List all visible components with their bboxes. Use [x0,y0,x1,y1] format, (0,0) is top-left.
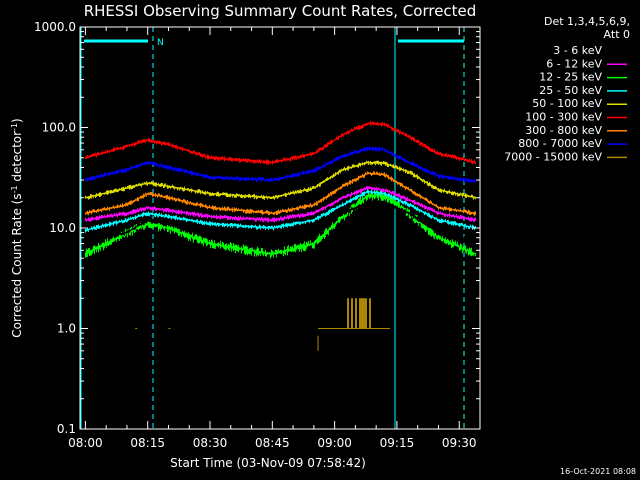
legend-label-6: 300 - 800 keV [525,124,602,137]
series-3 [84,189,476,233]
x-tick-label-5: 09:15 [380,436,415,450]
y-axis-label-end: ) [10,118,24,123]
x-tick-label-2: 08:30 [193,436,228,450]
legend-label-4: 50 - 100 keV [532,97,602,110]
series-line-4 [85,161,476,199]
series-line-6 [85,172,476,215]
x-tick-label-1: 08:15 [130,436,165,450]
series-1 [84,186,476,223]
y-tick-label-3: 100.0 [42,121,76,135]
series-line-3 [85,190,476,231]
legend-header-line1: Det 1,3,4,5,6,9, [544,15,630,28]
series-6 [84,171,476,216]
series-band-5 [84,121,476,165]
x-tick-label-3: 08:45 [255,436,290,450]
y-axis-label-sup2: -1 [10,123,19,131]
legend-label-5: 100 - 300 keV [525,111,602,124]
legend-header-line2: Att 0 [604,28,630,41]
series-5 [84,121,476,165]
legend-label-1: 6 - 12 keV [546,57,602,70]
y-axis: 0.1 1.0 10.0 100.0 1000.0 [34,20,480,436]
y-tick-label-4: 1000.0 [34,20,76,34]
series-line-1 [85,187,476,221]
x-tick-label-0: 08:00 [68,436,103,450]
y-tick-label-0: 0.1 [57,422,76,436]
y-axis-label-main: Corrected Count Rate (s [10,193,24,337]
x-tick-label-6: 09:30 [442,436,477,450]
series-line-0 [85,201,476,245]
legend-label-7: 800 - 7000 keV [518,137,602,150]
series-4 [84,160,476,200]
timestamp: 16-Oct-2021 08:08 [560,467,636,476]
y-axis-label: Corrected Count Rate (s-1 detector-1) [10,118,24,337]
series-line-2 [85,194,477,255]
legend-label-8: 7000 - 15000 keV [504,150,602,163]
legend-label-3: 25 - 50 keV [539,84,602,97]
x-axis: 08:00 08:15 08:30 08:45 09:00 09:15 09:30 [68,27,477,450]
legend-label-2: 12 - 25 keV [539,71,602,84]
chart-title: RHESSI Observing Summary Count Rates, Co… [84,2,477,20]
series-line-7 [85,147,476,183]
y-tick-label-1: 1.0 [57,322,76,336]
plot-area: N [80,27,477,429]
legend-label-0: 3 - 6 keV [553,44,602,57]
y-axis-label-mid: detector [10,131,24,186]
x-axis-label: Start Time (03-Nov-09 07:58:42) [170,456,366,470]
x-tick-label-4: 09:00 [317,436,352,450]
series-0 [84,200,476,246]
y-axis-label-sup1: -1 [10,185,19,193]
series-line-5 [85,122,476,164]
series-7 [84,146,476,183]
annotation-0: N [157,38,164,48]
series-8 [135,298,390,351]
y-tick-label-2: 10.0 [49,221,76,235]
